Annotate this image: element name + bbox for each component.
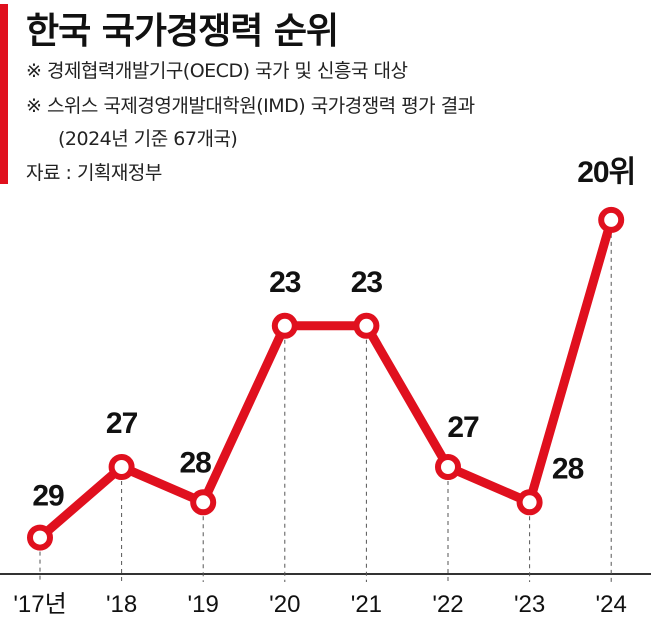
source: 자료 : 기획재정부 xyxy=(26,162,162,184)
note-1: ※ 경제협력개발기구(OECD) 국가 및 신흥국 대상 xyxy=(26,60,408,82)
x-tick-label: '18 xyxy=(106,591,137,618)
data-point xyxy=(353,312,380,339)
x-tick-label: '23 xyxy=(514,591,545,618)
note-3: (2024년 기준 67개국) xyxy=(58,128,238,150)
data-point xyxy=(190,489,217,516)
data-label: 29 xyxy=(32,480,64,513)
data-point xyxy=(27,524,53,551)
x-tick-label: '17년 xyxy=(13,591,66,618)
accent-bar xyxy=(0,4,8,184)
data-point xyxy=(516,489,543,516)
data-point xyxy=(598,206,625,233)
data-label: 23 xyxy=(269,266,301,299)
data-point xyxy=(271,312,298,339)
x-tick-label: '20 xyxy=(269,591,300,618)
x-tick-label: '21 xyxy=(351,591,382,618)
x-tick-label: '19 xyxy=(188,591,219,618)
data-label: 20위 xyxy=(577,156,635,189)
note-2: ※ 스위스 국제경영개발대학원(IMD) 국가경쟁력 평가 결과 xyxy=(26,95,475,117)
data-label: 28 xyxy=(552,452,584,485)
data-label: 27 xyxy=(447,411,479,444)
x-tick-label: '22 xyxy=(432,591,463,618)
chart-title: 한국 국가경쟁력 순위 xyxy=(26,11,339,52)
series-line xyxy=(37,218,616,542)
data-label: 28 xyxy=(180,446,212,479)
data-point xyxy=(108,454,135,480)
x-tick-label: '24 xyxy=(596,591,627,618)
data-label: 27 xyxy=(106,407,138,440)
data-label: 23 xyxy=(351,266,383,299)
data-point xyxy=(435,454,461,480)
